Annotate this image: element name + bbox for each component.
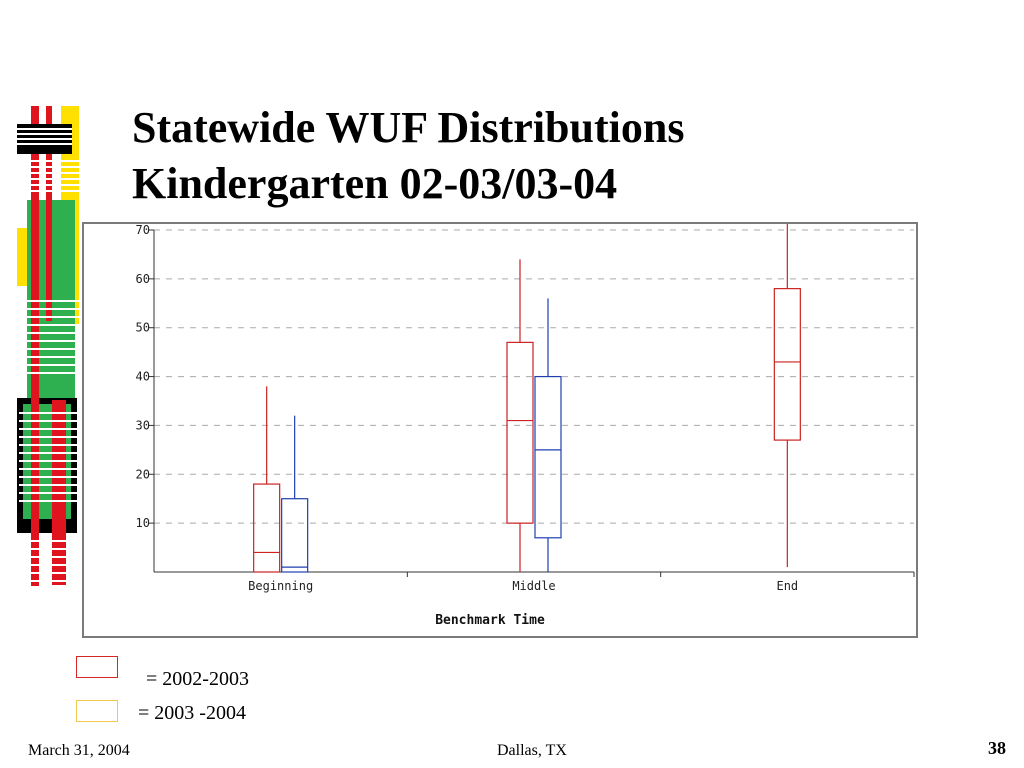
box-layer bbox=[253, 224, 801, 573]
box-2003-2004-beginning bbox=[281, 415, 309, 573]
title-line-2: Kindergarten 02-03/03-04 bbox=[132, 159, 618, 208]
y-tick-label-50: 50 bbox=[136, 321, 150, 335]
y-tick-label-40: 40 bbox=[136, 370, 150, 384]
box-2002-2003-middle bbox=[506, 259, 534, 572]
slide-title: Statewide WUF Distributions Kindergarten… bbox=[132, 100, 684, 212]
y-tick-label-30: 30 bbox=[136, 418, 150, 432]
y-tick-label-10: 10 bbox=[136, 516, 150, 530]
legend: = 2002-2003 = 2003 -2004 bbox=[76, 656, 336, 726]
y-tick-label-20: 20 bbox=[136, 467, 150, 481]
box-body-2002-2003-beginning bbox=[253, 483, 281, 573]
boxplot-chart: 10 20 30 40 50 60 70 Beginning Middle End Benchma… bbox=[82, 222, 918, 638]
legend-swatch-2002-2003 bbox=[76, 656, 118, 678]
box-body-2002-2003-middle bbox=[506, 341, 534, 524]
legend-swatch-2003-2004 bbox=[76, 700, 118, 722]
box-body-2003-2004-middle bbox=[534, 375, 562, 539]
chart-svg: 10 20 30 40 50 60 70 Beginning Middle End Benchma… bbox=[136, 224, 915, 628]
y-tick-label-70: 70 bbox=[136, 224, 150, 237]
legend-item-2002-2003: = 2002-2003 bbox=[76, 656, 336, 690]
y-tick-label-60: 60 bbox=[136, 272, 150, 286]
box-body-2003-2004-beginning bbox=[281, 498, 309, 573]
legend-label-2002-2003: = 2002-2003 bbox=[146, 668, 249, 690]
decorative-stripes bbox=[17, 106, 79, 586]
x-axis-title: Benchmark Time bbox=[435, 613, 545, 628]
legend-item-2003-2004: = 2003 -2004 bbox=[76, 700, 336, 726]
axis-layer: 10 20 30 40 50 60 70 Beginning Middle End bbox=[136, 224, 915, 593]
footer-date: March 31, 2004 bbox=[28, 742, 130, 759]
x-tick-label-middle: Middle bbox=[512, 579, 555, 593]
box-body-2002-2003-end bbox=[773, 288, 801, 441]
box-2002-2003-beginning bbox=[253, 386, 281, 573]
legend-label-2003-2004: = 2003 -2004 bbox=[138, 702, 246, 724]
box-2002-2003-end bbox=[773, 224, 801, 568]
title-line-1: Statewide WUF Distributions bbox=[132, 103, 685, 152]
page-number: 38 bbox=[988, 738, 1006, 758]
footer-location: Dallas, TX bbox=[497, 742, 567, 759]
x-tick-label-beginning: Beginning bbox=[248, 579, 313, 593]
x-tick-label-end: End bbox=[776, 579, 798, 593]
box-2003-2004-middle bbox=[534, 298, 562, 572]
